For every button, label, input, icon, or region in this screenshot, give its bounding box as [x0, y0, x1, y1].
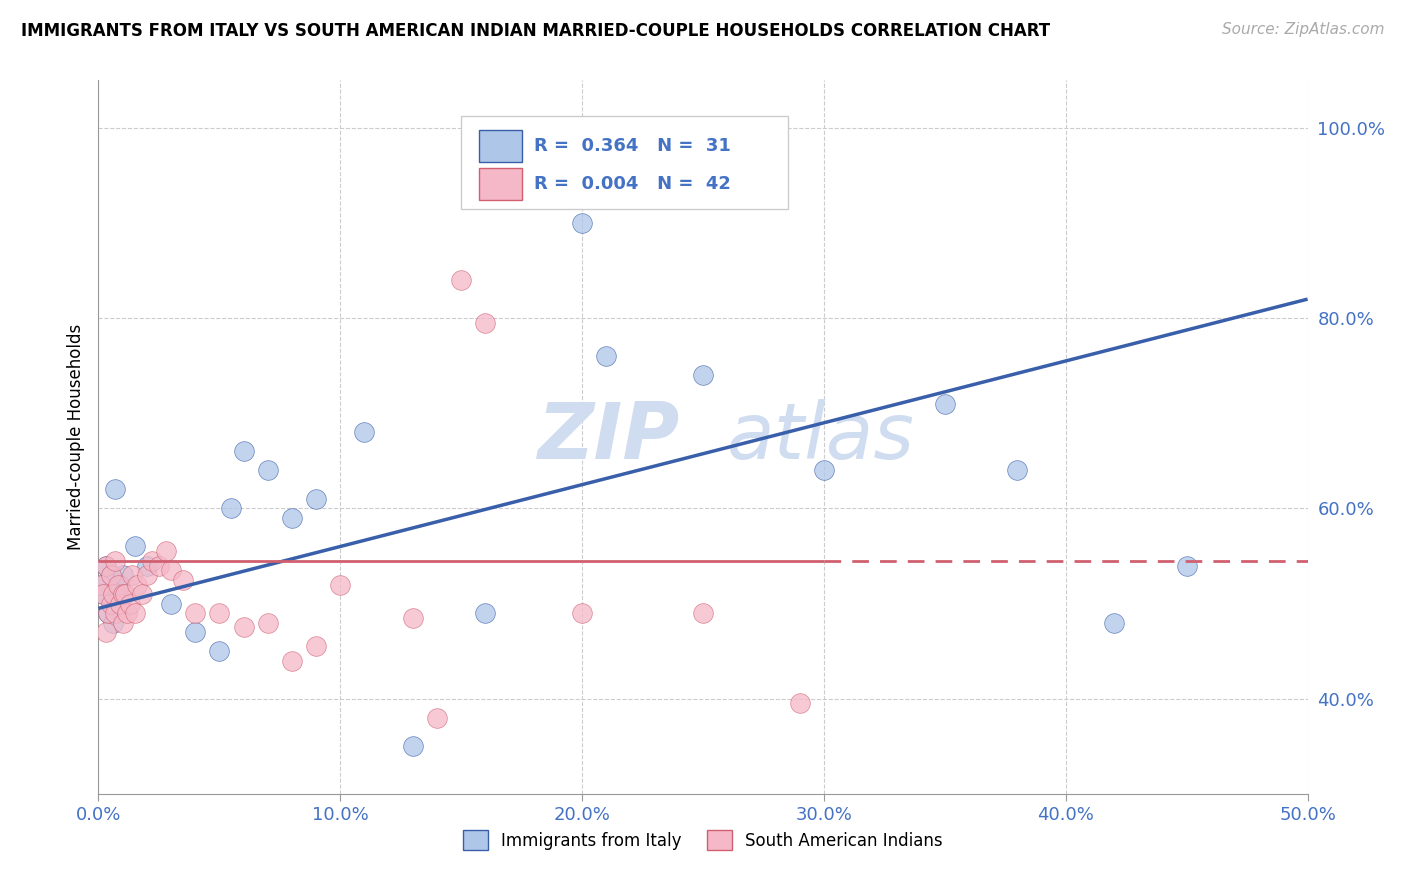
Point [184, 625, 207, 640]
Point [353, 425, 375, 440]
Point [155, 544, 177, 558]
Point [107, 587, 129, 601]
Text: Source: ZipAtlas.com: Source: ZipAtlas.com [1222, 22, 1385, 37]
Point [97, 606, 120, 620]
Point [160, 563, 183, 577]
Point [160, 597, 183, 611]
Point [1175, 558, 1198, 573]
Point [813, 463, 835, 477]
Point [111, 615, 134, 630]
Point [571, 216, 593, 230]
Point [1102, 615, 1125, 630]
Text: R =  0.004   N =  42: R = 0.004 N = 42 [534, 175, 731, 193]
Point [90, 577, 112, 591]
Legend: Immigrants from Italy, South American Indians: Immigrants from Italy, South American In… [457, 823, 949, 857]
Point [118, 597, 141, 611]
FancyBboxPatch shape [479, 168, 522, 200]
Point [135, 568, 157, 582]
FancyBboxPatch shape [461, 116, 787, 209]
Point [208, 644, 231, 658]
Point [256, 463, 278, 477]
Point [692, 368, 714, 383]
Point [474, 606, 496, 620]
Point [692, 606, 714, 620]
Point [100, 568, 122, 582]
Point [100, 597, 122, 611]
Point [111, 587, 134, 601]
Point [94, 558, 117, 573]
Point [90, 577, 112, 591]
Point [450, 273, 472, 287]
Point [232, 620, 254, 634]
Text: R =  0.364   N =  31: R = 0.364 N = 31 [534, 137, 731, 155]
Text: ZIP: ZIP [537, 399, 679, 475]
Point [91, 587, 114, 601]
Point [97, 606, 120, 620]
Point [108, 577, 131, 591]
Point [148, 558, 170, 573]
Point [329, 577, 352, 591]
Point [124, 540, 146, 554]
Point [104, 606, 127, 620]
Text: IMMIGRANTS FROM ITALY VS SOUTH AMERICAN INDIAN MARRIED-COUPLE HOUSEHOLDS CORRELA: IMMIGRANTS FROM ITALY VS SOUTH AMERICAN … [21, 22, 1050, 40]
Point [256, 615, 278, 630]
Point [474, 316, 496, 330]
Text: atlas: atlas [727, 399, 915, 475]
Point [135, 558, 157, 573]
Y-axis label: Married-couple Households: Married-couple Households [66, 324, 84, 550]
Point [141, 554, 163, 568]
Point [426, 711, 449, 725]
Point [114, 587, 136, 601]
Point [111, 568, 134, 582]
Point [108, 597, 131, 611]
Point [104, 483, 127, 497]
Point [184, 606, 207, 620]
Point [402, 611, 425, 625]
Point [305, 491, 328, 506]
Point [124, 606, 146, 620]
Point [101, 587, 124, 601]
Point [221, 501, 243, 516]
Point [94, 625, 117, 640]
Point [94, 558, 117, 573]
Point [101, 615, 124, 630]
Point [172, 573, 194, 587]
Point [131, 587, 153, 601]
Point [789, 697, 811, 711]
Point [121, 568, 143, 582]
Point [100, 568, 122, 582]
Point [104, 554, 127, 568]
Point [402, 739, 425, 754]
Point [232, 444, 254, 458]
FancyBboxPatch shape [479, 130, 522, 162]
Point [107, 577, 129, 591]
Point [934, 397, 956, 411]
Point [127, 577, 149, 591]
Point [305, 640, 328, 654]
Point [91, 587, 114, 601]
Point [281, 511, 304, 525]
Point [117, 606, 139, 620]
Point [571, 606, 593, 620]
Point [281, 654, 304, 668]
Point [1007, 463, 1029, 477]
Point [208, 606, 231, 620]
Point [595, 349, 617, 363]
